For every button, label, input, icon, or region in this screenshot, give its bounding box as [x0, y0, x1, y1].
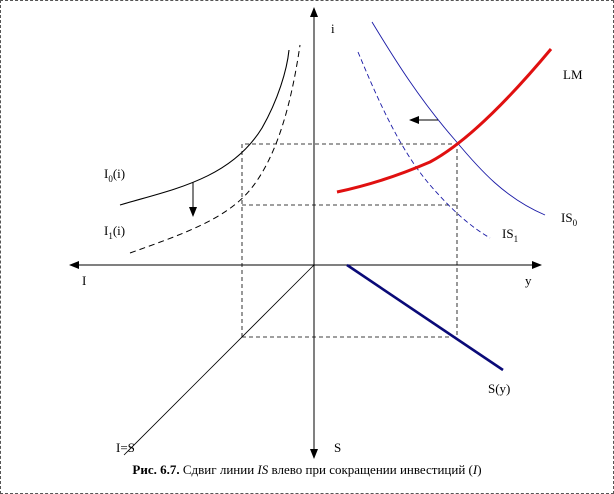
investment-curve-i0: [119, 49, 290, 206]
dashed-guide-rect-outer: [241, 143, 458, 338]
investment-curve-i1: [129, 44, 301, 254]
i1-label: I1(i): [104, 223, 125, 241]
i-equals-s-line: [123, 264, 315, 456]
is1-label: IS1: [502, 226, 518, 244]
caption-text-1: Сдвиг линии: [179, 462, 258, 477]
caption-is: IS: [257, 462, 269, 477]
I-axis-label: I: [82, 273, 86, 288]
y-axis-label: y: [525, 273, 532, 288]
S-axis-label: S: [334, 440, 341, 455]
is1-curve: [357, 51, 491, 239]
i-equals-s-label: I=S: [116, 440, 135, 455]
sy-label: S(y): [488, 381, 510, 396]
i0-label: I0(i): [104, 166, 125, 184]
caption-text-3: ): [477, 462, 482, 477]
figure-caption: Рис. 6.7. Сдвиг линии IS влево при сокра…: [0, 462, 614, 478]
is0-label: IS0: [561, 210, 578, 228]
lm-curve: [336, 48, 553, 194]
is0-curve: [371, 21, 546, 216]
caption-text-2: влево при сокращении инвестиций (: [268, 462, 473, 477]
i-axis-label: i: [331, 21, 335, 36]
lm-label: LM: [563, 67, 583, 82]
caption-i: I: [472, 462, 478, 477]
caption-fig-number: Рис. 6.7.: [132, 462, 180, 477]
savings-line: [346, 263, 504, 372]
